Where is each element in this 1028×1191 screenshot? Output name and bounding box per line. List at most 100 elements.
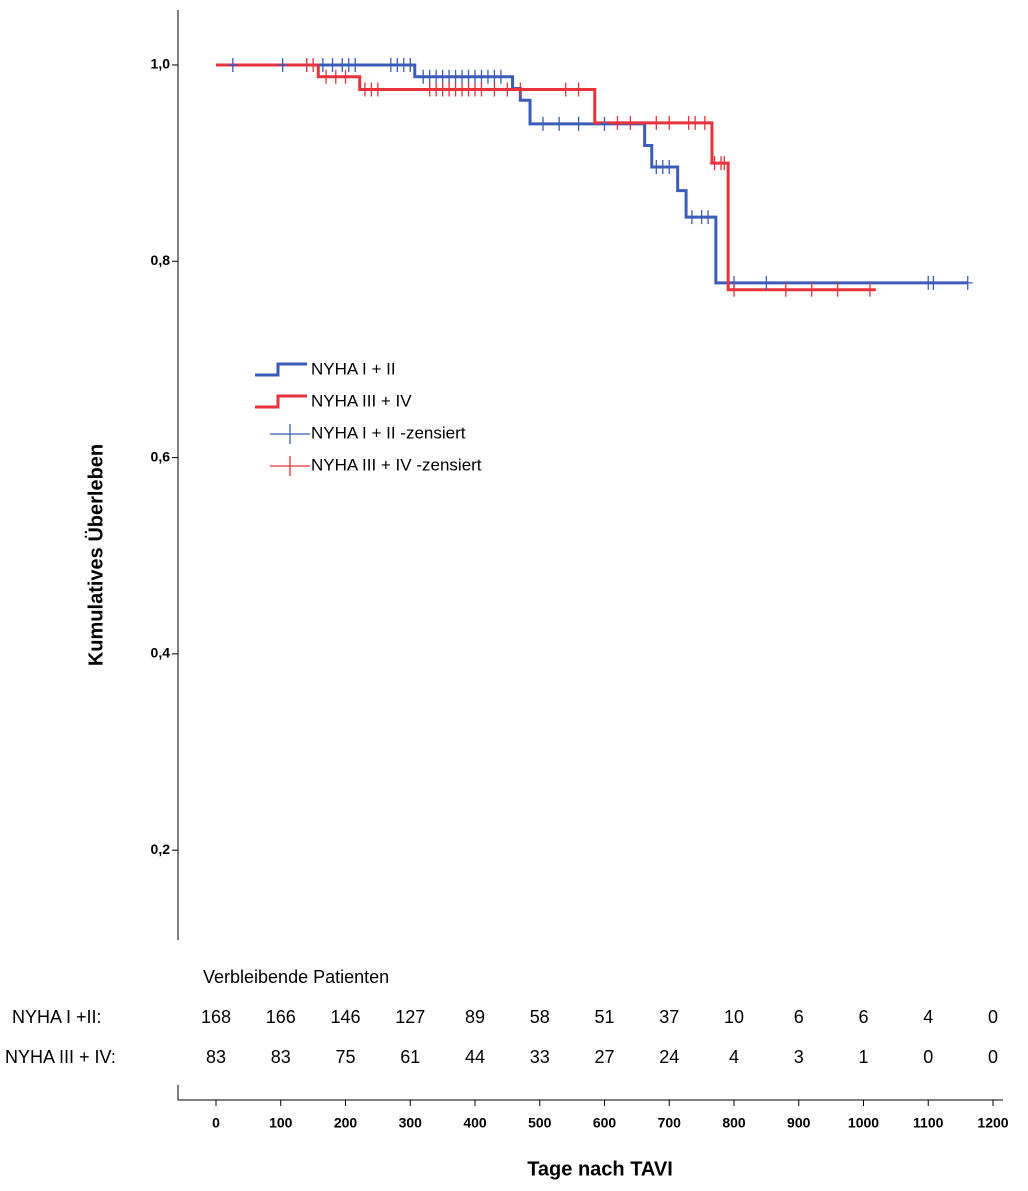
censor-mark xyxy=(962,275,973,290)
risk-count: 24 xyxy=(659,1047,679,1067)
risk-count: 0 xyxy=(923,1047,933,1067)
censor-mark xyxy=(489,82,500,97)
x-tick-label: 200 xyxy=(334,1115,358,1131)
censor-mark xyxy=(699,115,710,130)
risk-count: 127 xyxy=(395,1007,425,1027)
x-tick-label: 300 xyxy=(399,1115,423,1131)
censor-mark xyxy=(928,275,939,290)
legend-swatch xyxy=(255,394,307,409)
risk-count: 58 xyxy=(530,1007,550,1027)
risk-count: 3 xyxy=(794,1047,804,1067)
censor-mark xyxy=(560,82,571,97)
risk-count: 27 xyxy=(594,1047,614,1067)
censor-mark xyxy=(321,69,332,84)
risk-count: 0 xyxy=(988,1047,998,1067)
survival-curve xyxy=(216,63,968,285)
legend-label: NYHA I + II -zensiert xyxy=(311,423,466,442)
censor-mark xyxy=(686,210,697,225)
x-tick-label: 1000 xyxy=(848,1115,879,1131)
censor-mark xyxy=(806,282,817,297)
censor-mark xyxy=(495,69,506,84)
censor-mark xyxy=(515,82,526,97)
risk-count: 6 xyxy=(858,1007,868,1027)
risk-count: 0 xyxy=(988,1007,998,1027)
risk-count: 89 xyxy=(465,1007,485,1027)
censor-mark xyxy=(554,116,565,131)
x-tick-label: 100 xyxy=(269,1115,293,1131)
x-tick-label: 500 xyxy=(528,1115,552,1131)
legend-swatch xyxy=(270,456,310,476)
censor-mark xyxy=(502,82,513,97)
y-axis-title: Kumulatives Überleben xyxy=(84,444,107,666)
risk-table-title: Verbleibende Patienten xyxy=(203,967,389,987)
risk-count: 51 xyxy=(594,1007,614,1027)
censor-mark xyxy=(350,57,361,72)
risk-row-label: NYHA I +II: xyxy=(12,1007,102,1027)
risk-count: 33 xyxy=(530,1047,550,1067)
risk-count: 61 xyxy=(400,1047,420,1067)
x-tick-label: 800 xyxy=(722,1115,746,1131)
censor-mark xyxy=(277,57,288,72)
censor-mark xyxy=(330,69,341,84)
legend-swatch xyxy=(255,362,307,377)
risk-count: 146 xyxy=(330,1007,360,1027)
risk-count: 37 xyxy=(659,1007,679,1027)
y-tick-label: 0,4 xyxy=(151,645,171,661)
censor-mark xyxy=(327,57,338,72)
risk-count: 75 xyxy=(335,1047,355,1067)
censor-mark xyxy=(612,115,623,130)
y-tick-label: 1,0 xyxy=(151,56,171,72)
risk-count: 4 xyxy=(729,1047,739,1067)
censor-mark xyxy=(573,116,584,131)
censor-mark xyxy=(719,156,730,171)
censor-mark xyxy=(703,210,714,225)
censor-mark xyxy=(372,82,383,97)
censor-mark xyxy=(780,282,791,297)
legend-swatch xyxy=(270,424,310,444)
x-tick-label: 900 xyxy=(787,1115,811,1131)
y-tick-label: 0,8 xyxy=(151,252,171,268)
censor-mark xyxy=(599,116,610,131)
censor-mark xyxy=(317,57,328,72)
x-tick-label: 1200 xyxy=(977,1115,1008,1131)
censor-mark xyxy=(832,282,843,297)
x-tick-label: 700 xyxy=(658,1115,682,1131)
x-axis-title: Tage nach TAVI xyxy=(527,1158,673,1180)
censor-mark xyxy=(864,282,875,297)
x-tick-label: 1100 xyxy=(913,1115,944,1131)
x-tick-label: 400 xyxy=(463,1115,487,1131)
censor-mark xyxy=(664,115,675,130)
censor-mark xyxy=(227,57,238,72)
censor-mark xyxy=(308,57,319,72)
x-tick-label: 0 xyxy=(212,1115,220,1131)
legend: NYHA I + II NYHA III + IV NYHA I + II -zen… xyxy=(255,359,482,476)
censor-mark xyxy=(690,115,701,130)
censor-mark xyxy=(340,69,351,84)
risk-count: 1 xyxy=(858,1047,868,1067)
y-tick-label: 0,6 xyxy=(151,448,171,464)
risk-row-label: NYHA III + IV: xyxy=(5,1047,116,1067)
censor-mark xyxy=(405,57,416,72)
censor-mark xyxy=(651,115,662,130)
censor-mark xyxy=(664,160,675,175)
x-tick-label: 600 xyxy=(593,1115,617,1131)
censor-mark xyxy=(761,275,772,290)
legend-label: NYHA III + IV -zensiert xyxy=(311,455,482,474)
risk-count: 83 xyxy=(206,1047,226,1067)
censor-mark xyxy=(476,82,487,97)
risk-count: 10 xyxy=(724,1007,744,1027)
censor-mark xyxy=(728,282,739,297)
risk-count: 6 xyxy=(794,1007,804,1027)
survival-curve xyxy=(216,63,876,292)
censor-mark xyxy=(625,115,636,130)
legend-label: NYHA I + II xyxy=(311,359,396,378)
y-tick-label: 0,2 xyxy=(151,841,171,857)
censor-mark xyxy=(537,116,548,131)
risk-count: 44 xyxy=(465,1047,485,1067)
risk-count: 83 xyxy=(271,1047,291,1067)
legend-label: NYHA III + IV xyxy=(311,391,412,410)
risk-count: 4 xyxy=(923,1007,933,1027)
risk-count: 168 xyxy=(201,1007,231,1027)
risk-count: 166 xyxy=(266,1007,296,1027)
